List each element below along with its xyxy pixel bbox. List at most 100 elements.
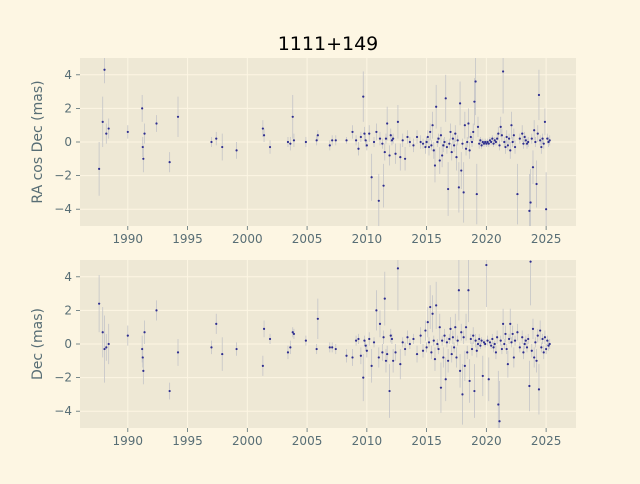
data-point: [351, 130, 354, 134]
data-point: [488, 139, 492, 142]
data-point: [289, 142, 292, 145]
data-point: [518, 137, 521, 140]
data-point: [436, 342, 439, 346]
data-point: [370, 176, 373, 179]
data-point: [408, 140, 411, 144]
data-point: [176, 115, 180, 118]
data-point: [510, 124, 513, 127]
data-point: [98, 167, 101, 170]
data-point: [539, 139, 542, 142]
data-point: [543, 120, 547, 123]
data-point: [444, 97, 447, 100]
data-point: [454, 326, 457, 329]
data-point: [445, 145, 449, 149]
data-point: [364, 139, 367, 142]
y-tick-label: −4: [54, 202, 72, 216]
data-point: [359, 135, 362, 139]
data-point: [315, 139, 318, 142]
data-point: [384, 137, 388, 140]
data-point: [406, 135, 409, 139]
y-axis-label: RA cos Dec (mas): [30, 80, 46, 203]
data-point: [497, 132, 500, 135]
data-point: [354, 339, 358, 342]
data-point: [328, 346, 331, 349]
data-point: [473, 100, 476, 103]
data-point: [523, 135, 526, 139]
data-point: [441, 154, 444, 157]
data-point: [425, 140, 428, 144]
x-tick-label: 1990: [113, 434, 144, 448]
data-point: [262, 327, 266, 330]
data-point: [475, 192, 478, 196]
data-point: [455, 156, 458, 159]
data-point: [462, 191, 465, 194]
data-point: [368, 337, 371, 341]
data-point: [328, 144, 331, 147]
data-point: [363, 339, 366, 342]
data-point: [513, 145, 517, 149]
data-point: [536, 132, 539, 135]
data-point: [512, 134, 515, 137]
data-point: [394, 351, 397, 354]
data-point: [439, 386, 443, 389]
data-point: [437, 137, 440, 140]
data-point: [354, 139, 358, 142]
data-point: [516, 331, 519, 334]
data-point: [375, 130, 378, 134]
data-point: [463, 124, 466, 127]
panel-2: 1990 1995 2000 2005 2010 2015 2020 2025 −4 −2 0 2 4 D…: [30, 260, 576, 448]
data-point: [268, 337, 272, 341]
data-point: [316, 317, 319, 320]
y-tick-label: −4: [54, 404, 72, 418]
data-point: [141, 107, 144, 110]
data-point: [289, 346, 292, 349]
data-point: [506, 363, 509, 366]
data-point: [345, 354, 348, 357]
x-tick-label: 1995: [172, 232, 203, 246]
data-point: [547, 344, 550, 347]
data-point: [449, 130, 452, 134]
data-point: [466, 351, 469, 354]
y-tick-label: −2: [54, 371, 72, 385]
data-point: [461, 142, 464, 145]
data-point: [523, 342, 526, 346]
data-point: [451, 336, 454, 339]
data-point: [527, 140, 530, 144]
data-point: [548, 342, 551, 346]
data-point: [304, 339, 307, 342]
data-point: [442, 144, 445, 147]
data-point: [541, 137, 544, 140]
data-point: [529, 201, 532, 204]
data-point: [473, 389, 476, 393]
data-point: [334, 347, 337, 351]
data-point: [425, 346, 428, 349]
data-point: [467, 122, 470, 125]
data-point: [142, 369, 145, 372]
data-point: [357, 337, 360, 341]
data-point: [536, 334, 539, 337]
data-point: [268, 145, 272, 149]
data-point: [500, 347, 503, 351]
data-point: [472, 334, 475, 337]
data-point: [438, 326, 441, 329]
data-point: [436, 140, 439, 144]
data-point: [444, 378, 447, 381]
data-point: [433, 164, 437, 167]
y-tick-label: −2: [54, 169, 72, 183]
data-point: [291, 115, 294, 118]
data-point: [507, 137, 511, 140]
y-tick-label: 2: [64, 101, 72, 115]
data-point: [525, 142, 529, 145]
data-point: [468, 379, 471, 383]
data-point: [462, 336, 465, 339]
data-point: [450, 352, 453, 356]
data-point: [534, 140, 537, 144]
data-point: [528, 209, 531, 212]
y-tick-label: 4: [64, 270, 72, 284]
data-point: [474, 339, 477, 342]
data-point: [522, 142, 525, 145]
data-point: [392, 137, 395, 140]
data-point: [478, 337, 481, 341]
data-point: [126, 334, 129, 337]
data-point: [475, 349, 478, 352]
